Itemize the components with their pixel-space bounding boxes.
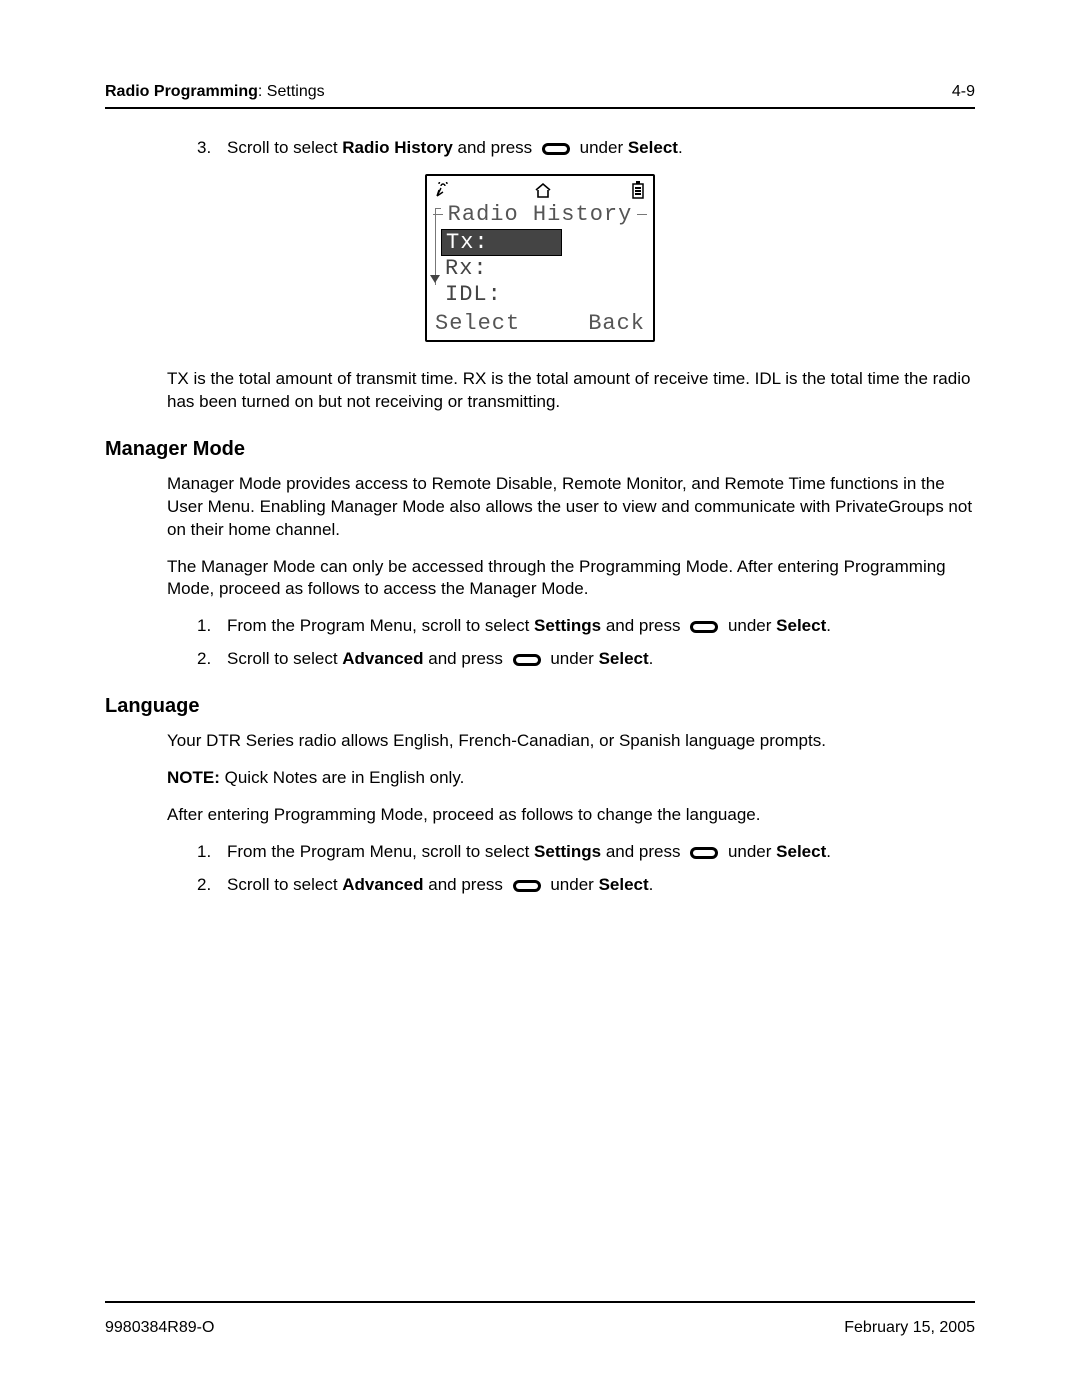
header-section-bold: Radio Programming	[105, 83, 258, 100]
lang-step2-num: 2.	[197, 874, 215, 897]
lang-step2-text: Scroll to select Advanced and press unde…	[227, 874, 653, 897]
lang-step1-num: 1.	[197, 841, 215, 864]
softkey-button-icon	[689, 620, 719, 634]
lcd-row-rx: Rx:	[445, 256, 643, 281]
lang-step1-before: From the Program Menu, scroll to select	[227, 842, 534, 861]
mm-step1-bold2: Select	[776, 616, 826, 635]
mm-step1-num: 1.	[197, 615, 215, 638]
mm-step2-before: Scroll to select	[227, 649, 342, 668]
header-section-rest: : Settings	[258, 83, 325, 100]
lcd-display: Radio History Tx: Rx: IDL: Select Back	[425, 174, 655, 342]
step3-num: 3.	[197, 137, 215, 160]
softkey-button-icon	[512, 879, 542, 893]
language-block: Your DTR Series radio allows English, Fr…	[167, 730, 975, 827]
lang-step1-mid: and press	[601, 842, 685, 861]
mm-step2-bold1: Advanced	[342, 649, 423, 668]
step3-before: Scroll to select	[227, 138, 342, 157]
mm-step1-mid: and press	[601, 616, 685, 635]
lang-step2-bold2: Select	[599, 875, 649, 894]
manager-mode-block: Manager Mode provides access to Remote D…	[167, 473, 975, 602]
lcd-title-row: Radio History	[427, 202, 653, 227]
home-icon	[533, 182, 553, 198]
manager-mode-steps: 1. From the Program Menu, scroll to sele…	[197, 615, 975, 671]
page-footer: 9980384R89-O February 15, 2005	[105, 1319, 975, 1337]
step3-block: 3. Scroll to select Radio History and pr…	[197, 137, 975, 160]
header-page-number: 4-9	[952, 83, 975, 101]
mm-step2-text: Scroll to select Advanced and press unde…	[227, 648, 653, 671]
language-note-label: NOTE:	[167, 768, 220, 787]
lcd-body: Tx: Rx: IDL:	[427, 227, 653, 311]
softkey-button-icon	[541, 142, 571, 156]
language-p1: Your DTR Series radio allows English, Fr…	[167, 730, 975, 753]
lcd-row-tx: Tx:	[441, 229, 562, 256]
header-left: Radio Programming: Settings	[105, 83, 325, 101]
step3-after: under	[575, 138, 628, 157]
mm-step1-bold1: Settings	[534, 616, 601, 635]
step3-mid: and press	[453, 138, 537, 157]
mm-step2-mid: and press	[424, 649, 508, 668]
page: Radio Programming: Settings 4-9 3. Scrol…	[0, 0, 1080, 1397]
lang-step2-bold1: Advanced	[342, 875, 423, 894]
step3-row: 3. Scroll to select Radio History and pr…	[197, 137, 975, 160]
lang-step2-after: under	[546, 875, 599, 894]
lcd-softkeys: Select Back	[427, 311, 653, 340]
footer-rule	[105, 1301, 975, 1303]
lcd-topbar	[427, 176, 653, 202]
lang-step1-bold1: Settings	[534, 842, 601, 861]
manager-mode-p1: Manager Mode provides access to Remote D…	[167, 473, 975, 542]
lcd-softkey-left: Select	[435, 311, 520, 336]
lang-step1-bold2: Select	[776, 842, 826, 861]
lang-step2: 2. Scroll to select Advanced and press u…	[197, 874, 975, 897]
language-note-text: Quick Notes are in English only.	[220, 768, 464, 787]
lang-step2-mid: and press	[424, 875, 508, 894]
softkey-button-icon	[689, 846, 719, 860]
lang-step1-text: From the Program Menu, scroll to select …	[227, 841, 831, 864]
manager-mode-p2: The Manager Mode can only be accessed th…	[167, 556, 975, 602]
lang-step2-before: Scroll to select	[227, 875, 342, 894]
language-note: NOTE: Quick Notes are in English only.	[167, 767, 975, 790]
manager-mode-heading: Manager Mode	[105, 438, 975, 461]
lcd-wrap: Radio History Tx: Rx: IDL: Select Back	[105, 174, 975, 342]
step3-bold2: Select	[628, 138, 678, 157]
mm-step2-bold2: Select	[599, 649, 649, 668]
step3-bold1: Radio History	[342, 138, 453, 157]
signal-icon	[435, 182, 455, 198]
footer-date: February 15, 2005	[844, 1319, 975, 1337]
footer-doc-number: 9980384R89-O	[105, 1319, 214, 1337]
tx-explain-block: TX is the total amount of transmit time.…	[167, 368, 975, 414]
lang-step1-period: .	[826, 842, 831, 861]
mm-step2: 2. Scroll to select Advanced and press u…	[197, 648, 975, 671]
mm-step1-text: From the Program Menu, scroll to select …	[227, 615, 831, 638]
mm-step2-num: 2.	[197, 648, 215, 671]
battery-icon	[631, 181, 645, 199]
tx-explain: TX is the total amount of transmit time.…	[167, 368, 975, 414]
lcd-bracket-top	[435, 208, 441, 226]
language-steps: 1. From the Program Menu, scroll to sele…	[197, 841, 975, 897]
chevron-down-icon	[430, 275, 440, 283]
lang-step1-after: under	[723, 842, 776, 861]
page-header: Radio Programming: Settings 4-9	[105, 83, 975, 101]
lcd-title-line-right	[637, 214, 647, 215]
lcd-title: Radio History	[448, 202, 633, 227]
mm-step1-period: .	[826, 616, 831, 635]
mm-step1-before: From the Program Menu, scroll to select	[227, 616, 534, 635]
language-p2: After entering Programming Mode, proceed…	[167, 804, 975, 827]
language-heading: Language	[105, 695, 975, 718]
softkey-button-icon	[512, 653, 542, 667]
step3-period: .	[678, 138, 683, 157]
mm-step1: 1. From the Program Menu, scroll to sele…	[197, 615, 975, 638]
mm-step2-period: .	[649, 649, 654, 668]
mm-step2-after: under	[546, 649, 599, 668]
lang-step1: 1. From the Program Menu, scroll to sele…	[197, 841, 975, 864]
lang-step2-period: .	[649, 875, 654, 894]
lcd-softkey-right: Back	[588, 311, 645, 336]
mm-step1-after: under	[723, 616, 776, 635]
lcd-row-idl: IDL:	[445, 282, 643, 307]
step3-text: Scroll to select Radio History and press…	[227, 137, 683, 160]
header-rule	[105, 107, 975, 109]
